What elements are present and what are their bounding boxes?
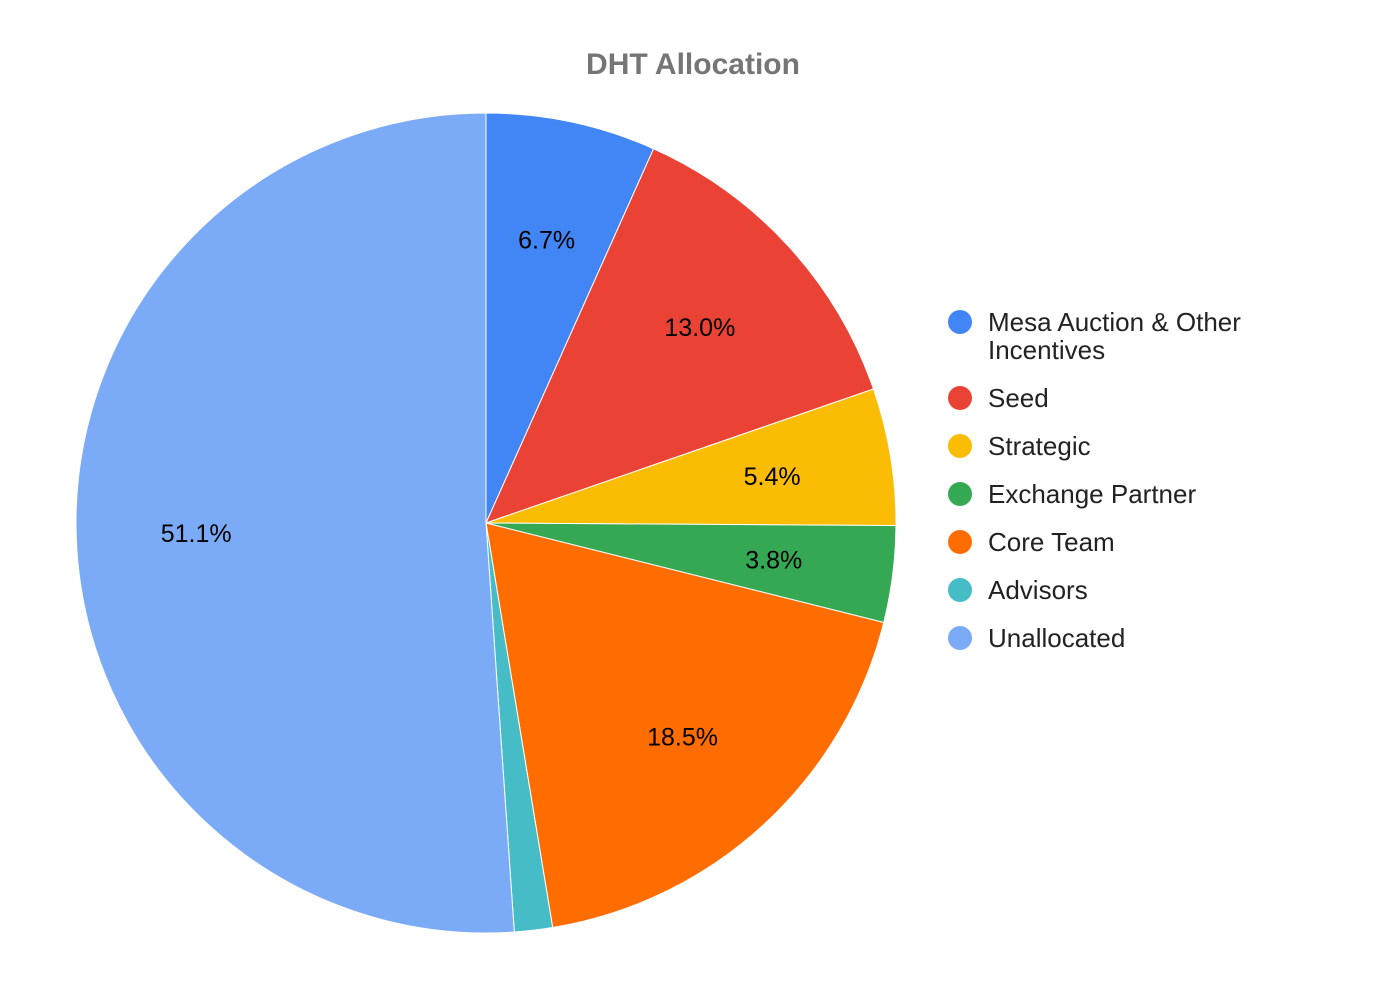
legend-item-core-team: Core Team [948, 527, 1115, 557]
legend-swatch [948, 482, 972, 506]
legend-item-strategic: Strategic [948, 431, 1091, 461]
pie-slice-core-team [485, 522, 885, 929]
legend-swatch [948, 386, 972, 410]
slice-label-exchange-partner: 3.8% [745, 546, 802, 574]
legend: Mesa Auction & Other Incentives Seed Strate… [948, 307, 1241, 653]
slice-label-strategic: 5.4% [744, 463, 801, 491]
slice-label-mesa-auction-and-other-incentives: 6.7% [518, 226, 575, 254]
legend-swatch [948, 626, 972, 650]
slice-label-unallocated: 51.1% [161, 520, 232, 548]
legend-item-mesa-auction-and-other-incentives: Mesa Auction & Other Incentives [948, 307, 1241, 365]
legend-swatch [948, 434, 972, 458]
pie-slice-mesa-auction-and-other-incentives [485, 112, 655, 524]
legend-label: Core Team [988, 527, 1115, 557]
pie-slice-seed [485, 148, 875, 524]
slice-label-seed: 13.0% [664, 314, 735, 342]
legend-label: Unallocated [988, 623, 1125, 653]
chart-title: DHT Allocation [586, 48, 800, 81]
legend-label: Seed [988, 383, 1049, 413]
legend-label: Strategic [988, 431, 1091, 461]
pie-slice-unallocated [75, 112, 515, 934]
legend-label: Mesa Auction & Other Incentives [988, 307, 1241, 365]
pie-slice-labels: 6.7% 13.0% 5.4% 3.8% 18.5% 51.1% [161, 226, 802, 751]
legend-label: Advisors [988, 575, 1088, 605]
slice-label-core-team: 18.5% [647, 723, 718, 751]
legend-item-unallocated: Unallocated [948, 623, 1125, 653]
pie-slices [75, 112, 897, 934]
legend-item-seed: Seed [948, 383, 1049, 413]
legend-item-advisors: Advisors [948, 575, 1088, 605]
legend-swatch [948, 578, 972, 602]
legend-item-exchange-partner: Exchange Partner [948, 479, 1196, 509]
pie-slice-strategic [485, 388, 897, 527]
legend-label: Exchange Partner [988, 479, 1196, 509]
legend-swatch [948, 310, 972, 334]
legend-swatch [948, 530, 972, 554]
